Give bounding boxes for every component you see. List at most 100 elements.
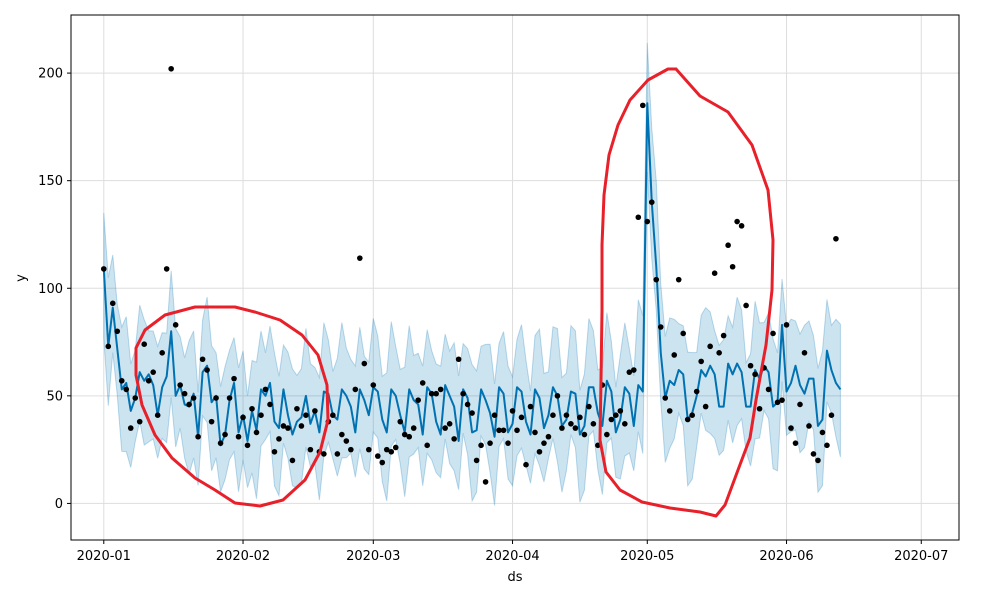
observed-point [190, 395, 197, 401]
observed-point [500, 427, 507, 434]
observed-point [765, 386, 772, 393]
observed-point [523, 461, 529, 468]
observed-point [446, 421, 453, 427]
observed-point [249, 405, 255, 412]
x-tick-label: 2020-06 [759, 549, 813, 564]
observed-point [622, 421, 628, 427]
observed-point [370, 382, 377, 388]
observed-point [181, 390, 188, 397]
x-tick-label: 2020-05 [620, 549, 674, 564]
observed-point [100, 266, 107, 272]
observed-point [374, 453, 381, 459]
observed-point [792, 440, 799, 446]
observed-point [626, 369, 633, 375]
y-tick-label: 200 [38, 67, 63, 82]
observed-point [752, 371, 758, 378]
observed-point [235, 433, 242, 440]
observed-point [244, 442, 251, 449]
observed-point [815, 457, 821, 464]
observed-point [716, 350, 722, 356]
observed-point [702, 403, 709, 410]
observed-point [383, 446, 390, 453]
y-tick-label: 100 [38, 282, 63, 297]
annotations [134, 67, 775, 518]
uncertainty-band [103, 42, 841, 506]
observed-point [559, 425, 565, 431]
observed-point [226, 395, 233, 401]
observed-point [366, 446, 372, 453]
plot-frame [70, 14, 960, 541]
x-axis: 2020-01 2020-02 2020-03 2020-04 2020-05 2020-… [77, 540, 948, 564]
observed-point [725, 242, 731, 249]
observed-point [810, 451, 817, 457]
observed-point [213, 395, 219, 401]
observed-point [613, 412, 619, 419]
observed-point [496, 427, 502, 434]
observed-point [707, 343, 713, 350]
observed-point [271, 448, 278, 455]
y-tick-label: 50 [46, 389, 63, 404]
observed-point [747, 362, 754, 369]
observed-point [635, 214, 642, 221]
observed-point [415, 397, 422, 403]
observed-point [141, 341, 148, 348]
observed-point [321, 451, 327, 457]
observed-point [285, 425, 291, 431]
observed-point [577, 414, 583, 421]
observed-point [631, 367, 637, 373]
observed-point [330, 412, 336, 419]
annotation-loop-1 [134, 305, 330, 508]
x-tick-label: 2020-01 [77, 549, 131, 564]
y-tick-label: 0 [55, 497, 63, 512]
observed-point [586, 403, 592, 410]
observed-point [774, 399, 781, 406]
observed-point [410, 425, 417, 431]
x-axis-label: ds [507, 570, 522, 585]
observed-point [783, 322, 790, 328]
observed-point [833, 235, 839, 242]
observed-point [779, 397, 785, 403]
observed-point [163, 266, 170, 272]
x-tick-label: 2020-03 [346, 549, 400, 564]
observed-point [680, 330, 687, 337]
observed-point [478, 442, 484, 449]
observed-point [204, 367, 210, 373]
observed-point [491, 412, 498, 419]
observed-point [734, 218, 740, 225]
observed-point [361, 360, 368, 367]
observed-point [743, 302, 749, 309]
observed-point [720, 332, 727, 339]
observed-point [258, 412, 264, 419]
observed-points [100, 65, 839, 485]
observed-point [379, 459, 386, 466]
observed-point [442, 425, 448, 431]
observed-point [536, 448, 543, 455]
observed-point [208, 418, 215, 425]
observed-point [770, 330, 776, 337]
observed-point [464, 401, 471, 408]
observed-point [738, 223, 745, 229]
observed-point [711, 270, 718, 277]
forecast-line [102, 102, 842, 447]
observed-point [343, 438, 350, 444]
observed-point [801, 350, 808, 356]
observed-point [424, 442, 430, 449]
observed-point [509, 408, 516, 414]
annotation-loop-2 [598, 67, 775, 518]
observed-point [231, 375, 237, 382]
observed-point [397, 418, 404, 425]
observed-point [662, 395, 669, 401]
observed-point [653, 276, 660, 283]
observed-point [240, 414, 246, 421]
observed-point [406, 433, 413, 440]
observed-point [819, 429, 826, 436]
observed-point [487, 440, 493, 446]
observed-point [159, 350, 165, 356]
observed-point [824, 442, 830, 449]
observed-point [357, 255, 363, 261]
observed-point [428, 390, 435, 397]
forecast-series [102, 102, 842, 447]
observed-point [289, 457, 296, 464]
observed-point [118, 377, 125, 384]
